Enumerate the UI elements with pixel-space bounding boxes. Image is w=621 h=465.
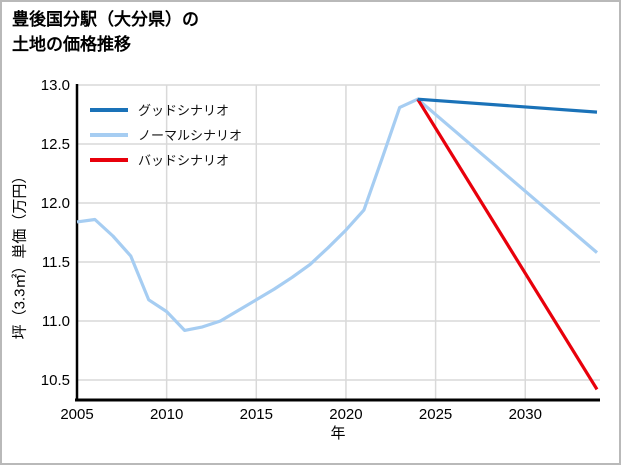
series-line-bad <box>416 98 599 391</box>
legend-line-sample <box>90 107 128 112</box>
series-line-normal <box>76 97 599 332</box>
x-tick-label: 2030 <box>509 406 542 423</box>
x-tick-label: 2025 <box>419 406 452 423</box>
x-tick-label: 2020 <box>329 406 362 423</box>
legend-label: グッドシナリオ <box>138 103 230 118</box>
legend-item: バッドシナリオ <box>90 147 242 172</box>
page-title: 豊後国分駅（大分県）の 土地の価格推移 <box>12 8 199 57</box>
legend-line-sample <box>90 157 128 162</box>
x-tick-label: 2010 <box>150 406 183 423</box>
y-tick-label: 13.0 <box>41 77 70 94</box>
x-axis-label: 年 <box>330 425 346 442</box>
series-line-good <box>417 97 598 114</box>
title-line-2: 土地の価格推移 <box>12 34 131 54</box>
legend-item: グッドシナリオ <box>90 97 242 122</box>
y-tick-label: 12.0 <box>41 195 70 212</box>
legend-item: ノーマルシナリオ <box>90 122 242 147</box>
legend-label: ノーマルシナリオ <box>138 128 243 143</box>
legend-label: バッドシナリオ <box>138 153 230 168</box>
x-tick-label: 2005 <box>60 406 93 423</box>
title-line-1: 豊後国分駅（大分県）の <box>12 10 199 29</box>
x-tick-label: 2015 <box>240 406 273 423</box>
y-axis-label: 坪（3.3㎡）単価（万円） <box>11 168 29 340</box>
y-tick-label: 11.5 <box>42 254 70 271</box>
y-tick-label: 11.0 <box>42 313 70 330</box>
legend-line-sample <box>90 132 128 137</box>
legend: グッドシナリオ ノーマルシナリオ バッドシナリオ <box>90 97 242 172</box>
y-tick-label: 10.5 <box>41 372 70 389</box>
y-tick-label: 12.5 <box>41 136 70 153</box>
